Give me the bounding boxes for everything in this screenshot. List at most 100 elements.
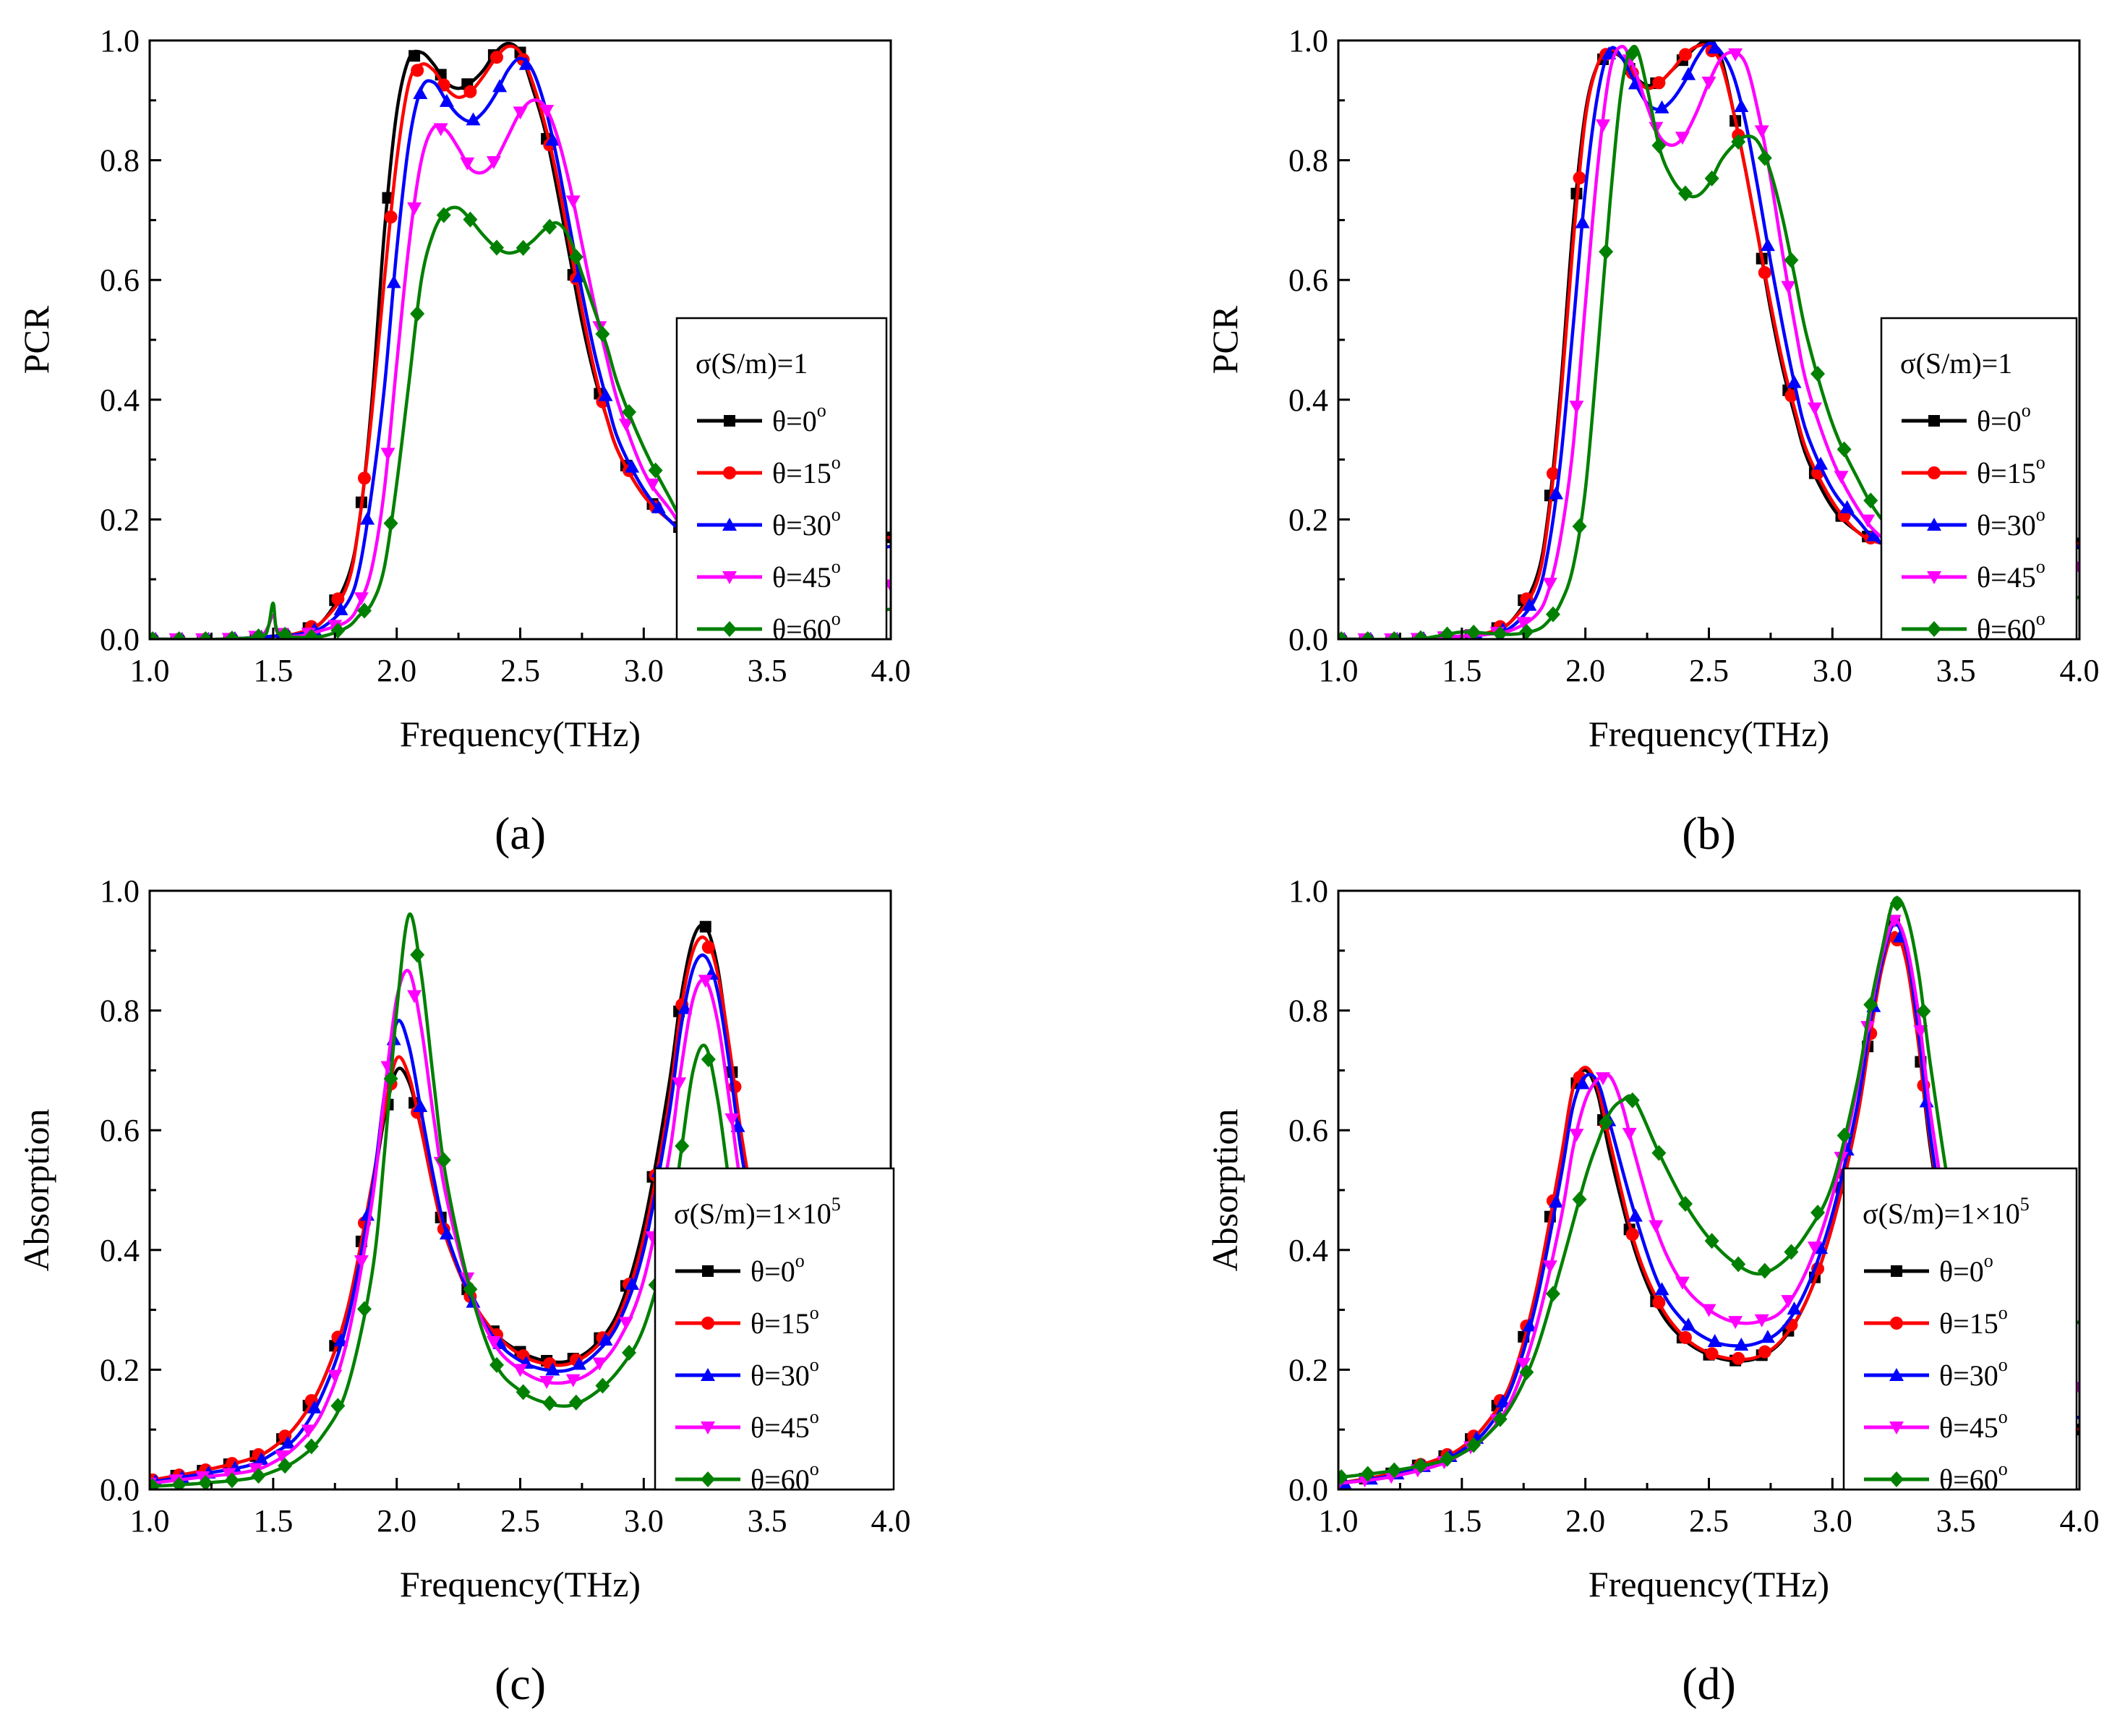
data-point-marker [595, 325, 610, 342]
data-point-marker [724, 1113, 740, 1126]
data-point-marker [354, 592, 369, 606]
data-point-marker [1652, 1296, 1666, 1309]
data-point-marker [1784, 252, 1799, 268]
data-point-marker [1677, 185, 1693, 202]
data-point-marker [1675, 1276, 1690, 1290]
y-axis-label: PCR [1205, 305, 1245, 374]
legend-entry-sup: o [1998, 1302, 2008, 1323]
legend-entry-sup: o [1998, 1406, 2008, 1427]
data-point-marker [1681, 1317, 1696, 1331]
data-point-marker [595, 1377, 610, 1394]
data-point-marker [701, 1051, 716, 1068]
data-point-marker [460, 157, 475, 171]
data-point-marker [1625, 45, 1640, 61]
data-point-marker [1569, 401, 1584, 414]
series-line [1338, 45, 2079, 639]
data-point-marker [598, 388, 613, 401]
data-point-marker [439, 1226, 454, 1240]
series-line [1338, 922, 2079, 1485]
legend-entry-sup: o [795, 1250, 805, 1271]
data-point-marker [1787, 375, 1802, 388]
data-point-marker [1810, 1205, 1826, 1221]
data-point-marker [598, 1333, 613, 1346]
y-tick-label: 0.8 [100, 143, 140, 179]
x-tick-label: 2.0 [377, 1503, 416, 1539]
legend-box [654, 1167, 895, 1491]
x-tick-label: 2.5 [500, 1503, 540, 1539]
data-point-marker [1387, 631, 1402, 639]
data-point-marker [1360, 1466, 1375, 1482]
chart-panel-d: 1.0 1.5 2.0 2.5 3.0 3.5 4.0 0.0 0.2 0.4 0.6 0.8 1.0 F… [1205, 873, 2100, 1709]
data-point-marker [304, 1438, 319, 1455]
legend-swatch-marker [701, 1421, 715, 1434]
legend-entry: θ=60o [1939, 1458, 2008, 1496]
x-tick-label: 2.0 [1565, 653, 1605, 688]
legend-entry-sup: o [2036, 452, 2045, 473]
data-point-marker [1919, 1094, 1934, 1108]
x-tick-label: 1.5 [253, 653, 293, 688]
data-point-marker [1549, 1194, 1564, 1208]
series-line [1338, 43, 2079, 639]
legend-entry-sup: o [831, 608, 841, 629]
data-point-marker [1596, 1072, 1611, 1086]
legend-swatch-marker [701, 1368, 715, 1381]
data-point-marker [333, 1333, 349, 1346]
data-point-marker [625, 1276, 640, 1290]
x-tick-label: 3.5 [748, 1503, 787, 1539]
data-point-marker [198, 1474, 213, 1489]
y-tick-label: 1.0 [100, 23, 140, 59]
data-point-marker [513, 106, 528, 120]
legend-entry-sup: o [810, 1458, 819, 1479]
data-point-marker [698, 975, 713, 988]
data-point-marker [651, 500, 666, 513]
data-point-marker [330, 1398, 346, 1414]
data-point-marker [1628, 1208, 1643, 1222]
data-point-marker [1675, 132, 1690, 145]
data-point-marker [1545, 606, 1560, 623]
data-point-marker [150, 631, 161, 639]
data-point-marker [410, 946, 425, 963]
data-point-marker [1810, 366, 1826, 382]
data-point-marker [542, 1395, 557, 1411]
data-point-marker [198, 631, 213, 639]
chart-panel-a: 1.0 1.5 2.0 2.5 3.0 3.5 4.0 0.0 0.2 0.4 0.6 0.8 1.0 F… [16, 23, 911, 859]
legend-entry: θ=30o [1939, 1354, 2008, 1392]
legend-entry: θ=60o [772, 608, 841, 646]
legend-entry: θ=15o [1939, 1302, 2008, 1340]
data-point-marker [1758, 1345, 1771, 1359]
legend-swatch-marker [1928, 415, 1940, 427]
data-point-marker [1542, 578, 1557, 591]
data-point-marker [677, 1001, 693, 1014]
legend-swatch-marker [724, 415, 735, 427]
legend-entry: θ=30o [751, 1354, 819, 1392]
data-point-marker [1569, 1129, 1584, 1142]
data-point-marker [701, 941, 715, 954]
data-point-marker [1734, 98, 1749, 112]
data-point-marker [224, 630, 239, 639]
data-point-marker [545, 132, 560, 146]
series-line [150, 56, 891, 639]
data-point-marker [1728, 1316, 1743, 1330]
data-point-marker [1731, 1256, 1746, 1273]
data-point-marker [410, 305, 425, 322]
legend-entry: θ=30o [1977, 504, 2045, 542]
data-point-marker [492, 79, 508, 93]
legend-box [675, 317, 888, 641]
data-point-marker [1516, 1358, 1531, 1372]
data-point-marker [1572, 1191, 1587, 1207]
y-tick-label: 1.0 [1288, 23, 1328, 59]
data-point-marker [1652, 76, 1666, 90]
data-point-marker [648, 462, 663, 479]
data-point-marker [1360, 631, 1375, 639]
data-point-marker [1839, 500, 1855, 513]
data-point-marker [356, 1301, 372, 1317]
x-tick-label: 4.0 [2060, 1503, 2100, 1539]
data-point-marker [1866, 528, 1881, 542]
data-point-marker [1707, 40, 1722, 54]
data-point-marker [592, 1357, 607, 1371]
data-point-marker [413, 1099, 428, 1113]
legend-entry: θ=45o [751, 1406, 819, 1444]
x-axis-label: Frequency(THz) [400, 714, 641, 754]
legend-swatch-marker [1927, 518, 1941, 531]
